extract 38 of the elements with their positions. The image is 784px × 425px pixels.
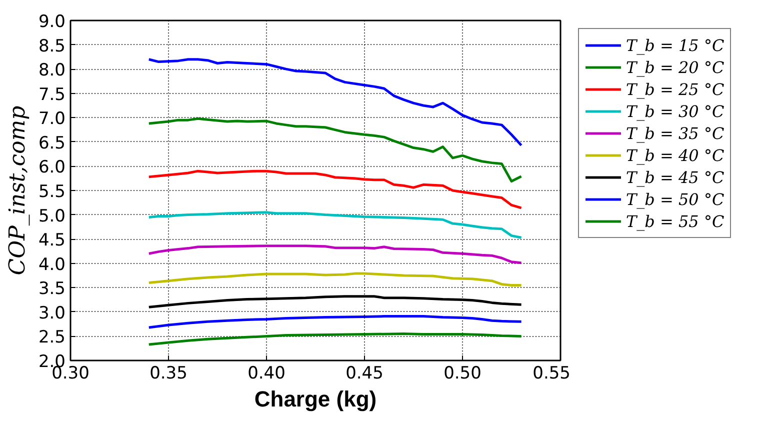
line-series (148, 58, 523, 147)
x-tick-label: 0.40 (248, 364, 286, 384)
legend-label: T_b = 45 °C (626, 167, 724, 187)
y-tick-label: 8.5 (38, 36, 66, 56)
legend-label: T_b = 35 °C (626, 123, 724, 143)
y-tick-label: 3.0 (38, 303, 66, 324)
y-tick-label: 3.5 (38, 279, 66, 300)
legend-label: T_b = 55 °C (626, 211, 724, 231)
x-tick-label: 0.35 (150, 364, 188, 384)
legend-label: T_b = 20 °C (626, 57, 724, 77)
y-tick-label: 4.5 (38, 230, 66, 251)
x-axis-title: Charge (kg) (254, 386, 377, 412)
line-series (148, 117, 523, 183)
x-tick-label: 0.55 (532, 364, 571, 384)
y-axis-title: COP_inst,comp (5, 106, 30, 276)
line-series (148, 272, 523, 286)
y-tick-label: 6.0 (38, 158, 66, 178)
y-tick-label: 8.0 (38, 60, 66, 81)
legend-label: T_b = 15 °C (626, 35, 724, 55)
line-series (148, 170, 523, 210)
legend-label: T_b = 30 °C (626, 101, 724, 121)
y-tick-label: 4.0 (38, 254, 66, 275)
legend-label: T_b = 25 °C (626, 79, 724, 99)
legend-label: T_b = 40 °C (626, 145, 724, 165)
y-tick-label: 2.5 (38, 328, 66, 348)
y-tick-label: 5.0 (38, 206, 66, 226)
line-series (148, 211, 523, 239)
line-series (148, 332, 523, 346)
y-tick-label: 9.0 (38, 12, 66, 32)
x-tick-label: 0.45 (346, 364, 384, 384)
y-tick-label: 5.5 (38, 182, 66, 202)
line-series (148, 244, 523, 264)
y-tick-label: 7.5 (38, 84, 66, 105)
y-tick-label: 6.5 (38, 133, 66, 154)
y-tick-label: 7.0 (38, 109, 66, 130)
line-series (148, 315, 523, 329)
legend-label: T_b = 50 °C (626, 189, 724, 209)
x-tick-label: 0.50 (444, 364, 482, 384)
